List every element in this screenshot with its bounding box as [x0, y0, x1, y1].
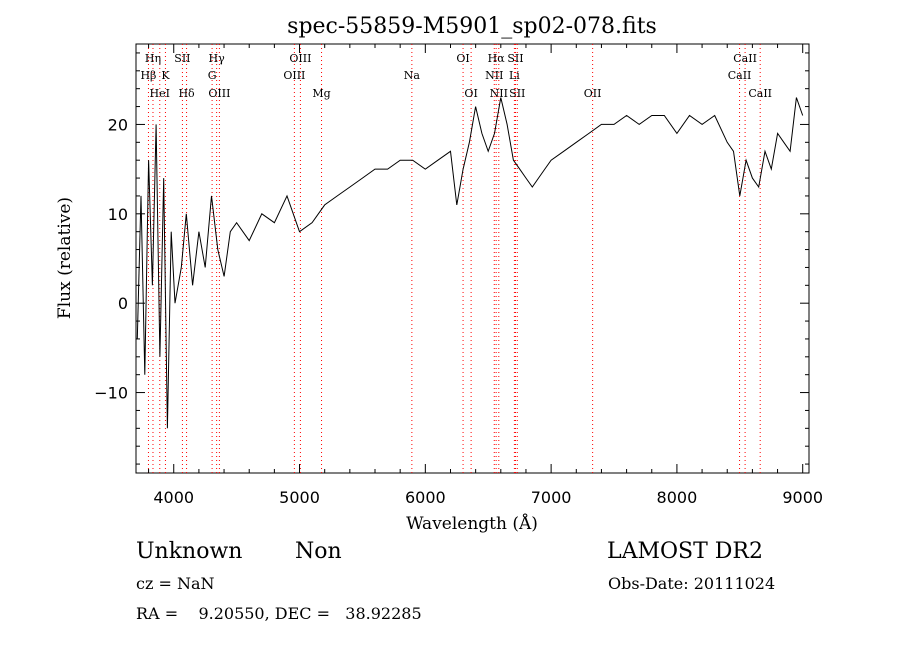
y-axis-ticks: −10 0 10 20 [94, 52, 809, 465]
object-class: Unknown [136, 539, 243, 564]
y-tick-label: 0 [118, 294, 128, 313]
line-label: SII [509, 87, 525, 100]
y-tick-label: 20 [108, 115, 128, 134]
line-label: G [208, 69, 217, 82]
line-label: Li [509, 69, 520, 82]
line-label: CaII [733, 52, 757, 65]
x-tick-label: 8000 [657, 488, 698, 507]
line-label: Hγ [209, 52, 226, 65]
x-tick-label: 5000 [279, 488, 320, 507]
line-label: OIII [289, 52, 311, 65]
line-label: K [161, 69, 170, 82]
y-tick-label: 10 [108, 205, 128, 224]
x-axis-ticks: 4000 5000 6000 7000 8000 9000 [148, 44, 823, 507]
spectrum-series [136, 97, 804, 429]
line-label: OI [464, 87, 477, 100]
line-label: HeI [150, 87, 170, 100]
line-label: Hα [488, 52, 506, 65]
observation-date: Obs-Date: 20111024 [608, 574, 776, 593]
line-label: Hη [145, 52, 161, 65]
coordinates: RA = 9.20550, DEC = 38.92285 [136, 604, 422, 623]
plot-frame [135, 43, 810, 474]
chart-title: spec-55859-M5901_sp02-078.fits [287, 14, 657, 39]
line-label: OI [456, 52, 469, 65]
x-tick-label: 4000 [153, 488, 194, 507]
line-label: Hβ [140, 69, 156, 82]
x-tick-label: 9000 [782, 488, 823, 507]
line-label: NII [485, 69, 503, 82]
line-label: SII [174, 52, 190, 65]
line-label: CaII [728, 69, 752, 82]
line-label: Mg [312, 87, 330, 100]
line-label: OIII [283, 69, 305, 82]
line-label: SII [507, 52, 523, 65]
y-tick-label: −10 [94, 384, 128, 403]
line-label: OIII [208, 87, 230, 100]
line-label: OII [584, 87, 602, 100]
redshift-value: cz = NaN [136, 574, 215, 593]
x-axis-label: Wavelength (Å) [406, 513, 538, 534]
object-subclass: Non [295, 539, 342, 564]
spectral-line-markers [147, 44, 761, 473]
line-label: CaII [748, 87, 772, 100]
x-tick-label: 7000 [531, 488, 572, 507]
survey-name: LAMOST DR2 [607, 539, 763, 564]
line-label: NII [490, 87, 508, 100]
line-label: Hδ [178, 87, 195, 100]
line-label: Na [404, 69, 421, 82]
y-axis-label: Flux (relative) [55, 197, 75, 319]
x-tick-label: 6000 [405, 488, 446, 507]
